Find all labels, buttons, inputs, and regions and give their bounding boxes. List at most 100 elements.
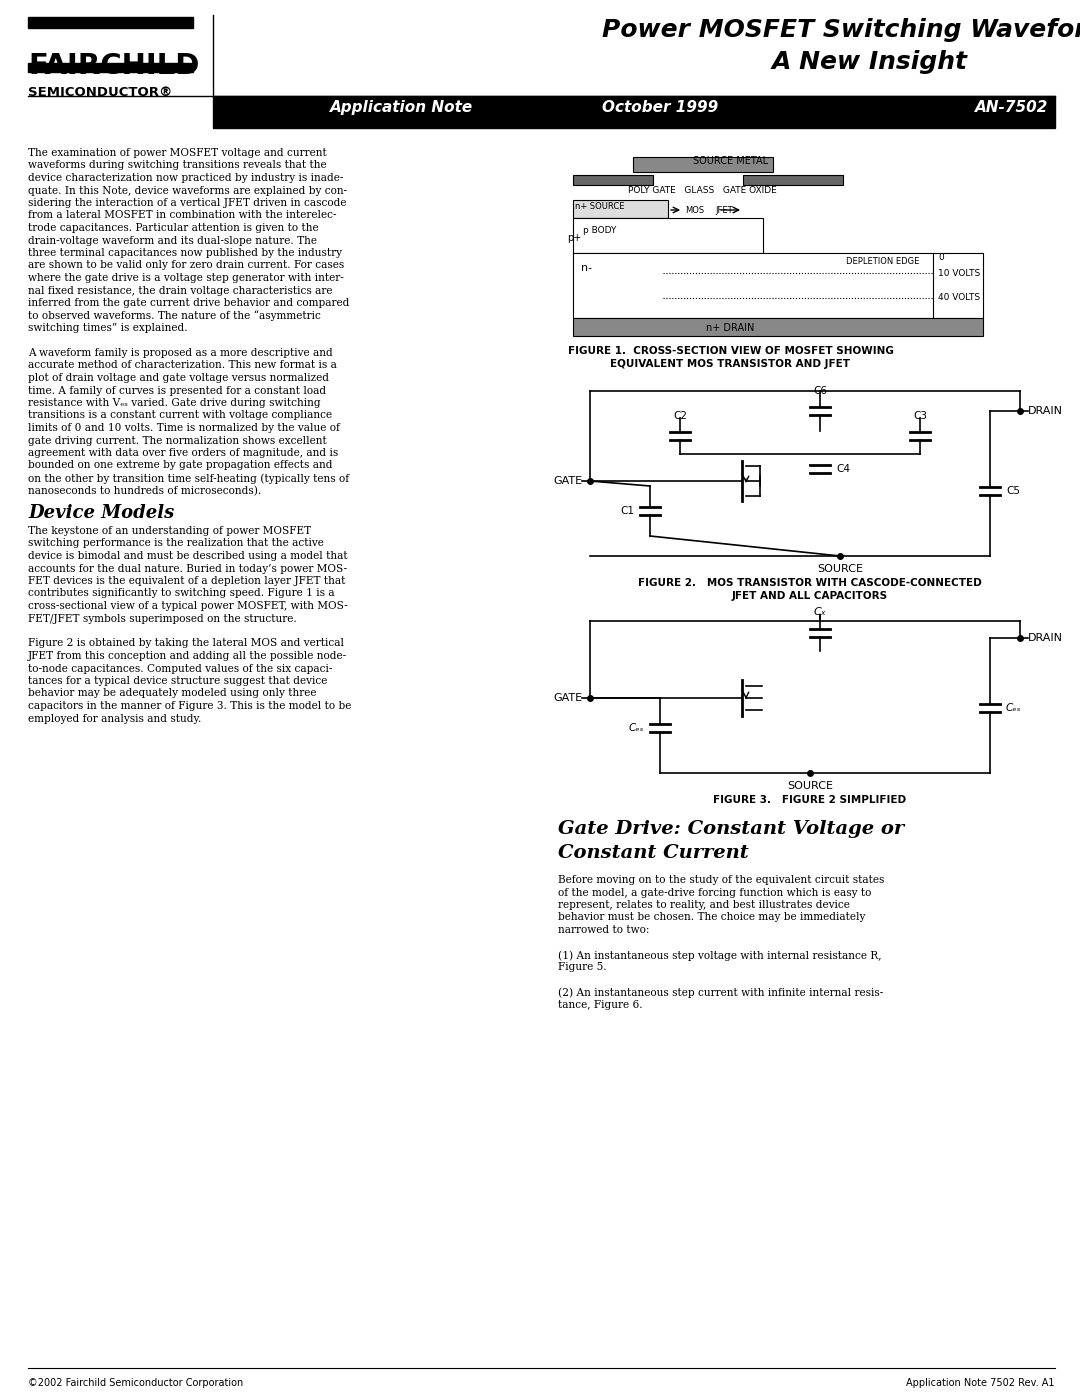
Text: waveforms during switching transitions reveals that the: waveforms during switching transitions r… [28, 161, 326, 170]
Text: 10 VOLTS: 10 VOLTS [939, 268, 981, 278]
Text: FAIRCHILD: FAIRCHILD [28, 52, 200, 80]
Bar [573, 319, 983, 337]
Text: Application Note 7502 Rev. A1: Application Note 7502 Rev. A1 [906, 1377, 1055, 1389]
Text: SEMICONDUCTOR®: SEMICONDUCTOR® [28, 87, 173, 99]
Text: GATE: GATE [553, 693, 582, 703]
Text: Device Models: Device Models [28, 504, 174, 522]
Text: behavior may be adequately modeled using only three: behavior may be adequately modeled using… [28, 689, 316, 698]
Text: gate driving current. The normalization shows excellent: gate driving current. The normalization … [28, 436, 327, 446]
Text: nanoseconds to hundreds of microseconds).: nanoseconds to hundreds of microseconds)… [28, 486, 261, 496]
Text: accounts for the dual nature. Buried in today’s power MOS-: accounts for the dual nature. Buried in … [28, 563, 347, 574]
Text: to-node capacitances. Computed values of the six capaci-: to-node capacitances. Computed values of… [28, 664, 333, 673]
Text: DRAIN: DRAIN [1028, 633, 1063, 643]
Text: FIGURE 2.   MOS TRANSISTOR WITH CASCODE-CONNECTED: FIGURE 2. MOS TRANSISTOR WITH CASCODE-CO… [638, 578, 982, 588]
Text: narrowed to two:: narrowed to two: [558, 925, 649, 935]
Text: Cₓ: Cₓ [813, 608, 826, 617]
Text: n+ DRAIN: n+ DRAIN [706, 323, 755, 332]
Text: accurate method of characterization. This new format is a: accurate method of characterization. Thi… [28, 360, 337, 370]
Text: device is bimodal and must be described using a model that: device is bimodal and must be described … [28, 550, 348, 562]
Text: C1: C1 [620, 506, 634, 515]
Bar [28, 63, 193, 73]
Text: Before moving on to the study of the equivalent circuit states: Before moving on to the study of the equ… [558, 875, 885, 886]
Text: where the gate drive is a voltage step generator with inter-: where the gate drive is a voltage step g… [28, 272, 343, 284]
Text: C3: C3 [913, 411, 927, 420]
Text: DRAIN: DRAIN [1028, 407, 1063, 416]
Text: cross-sectional view of a typical power MOSFET, with MOS-: cross-sectional view of a typical power … [28, 601, 348, 610]
Text: A New Insight: A New Insight [772, 50, 968, 74]
Text: time. A family of curves is presented for a constant load: time. A family of curves is presented fo… [28, 386, 326, 395]
Text: transitions is a constant current with voltage compliance: transitions is a constant current with v… [28, 411, 333, 420]
Text: FET/JFET symbols superimposed on the structure.: FET/JFET symbols superimposed on the str… [28, 613, 297, 623]
Text: from a lateral MOSFET in combination with the interelec-: from a lateral MOSFET in combination wit… [28, 211, 337, 221]
Text: Cₑₛ: Cₑₛ [1005, 703, 1022, 712]
Text: SOURCE: SOURCE [787, 781, 833, 791]
Text: C6: C6 [813, 386, 827, 395]
Text: plot of drain voltage and gate voltage versus normalized: plot of drain voltage and gate voltage v… [28, 373, 329, 383]
Bar [573, 218, 762, 253]
Text: The keystone of an understanding of power MOSFET: The keystone of an understanding of powe… [28, 527, 311, 536]
Text: employed for analysis and study.: employed for analysis and study. [28, 714, 201, 724]
Text: contributes significantly to switching speed. Figure 1 is a: contributes significantly to switching s… [28, 588, 335, 598]
Text: FET devices is the equivalent of a depletion layer JFET that: FET devices is the equivalent of a deple… [28, 576, 346, 585]
Text: Power MOSFET Switching Waveforms:: Power MOSFET Switching Waveforms: [603, 18, 1080, 42]
Bar [213, 96, 1055, 129]
Text: p+: p+ [567, 233, 581, 243]
Text: POLY GATE   GLASS   GATE OXIDE: POLY GATE GLASS GATE OXIDE [627, 186, 777, 196]
Text: C4: C4 [836, 464, 850, 474]
Text: Gate Drive: Constant Voltage or: Gate Drive: Constant Voltage or [558, 820, 904, 838]
Text: C5: C5 [1005, 486, 1020, 496]
Text: ©2002 Fairchild Semiconductor Corporation: ©2002 Fairchild Semiconductor Corporatio… [28, 1377, 243, 1389]
Text: to observed waveforms. The nature of the “asymmetric: to observed waveforms. The nature of the… [28, 310, 321, 321]
Text: MOS: MOS [685, 205, 704, 215]
Text: EQUIVALENT MOS TRANSISTOR AND JFET: EQUIVALENT MOS TRANSISTOR AND JFET [610, 359, 851, 369]
Text: 40 VOLTS: 40 VOLTS [939, 293, 981, 303]
Text: FIGURE 3.   FIGURE 2 SIMPLIFIED: FIGURE 3. FIGURE 2 SIMPLIFIED [714, 795, 906, 805]
Text: trode capacitances. Particular attention is given to the: trode capacitances. Particular attention… [28, 224, 319, 233]
Text: Application Note: Application Note [330, 101, 473, 115]
Text: Cₑₛ: Cₑₛ [629, 724, 644, 733]
Text: (2) An instantaneous step current with infinite internal resis-: (2) An instantaneous step current with i… [558, 988, 883, 997]
Text: on the other by transition time self-heating (typically tens of: on the other by transition time self-hea… [28, 474, 349, 483]
Text: three terminal capacitances now published by the industry: three terminal capacitances now publishe… [28, 249, 342, 258]
Bar [573, 200, 669, 218]
Text: quate. In this Note, device waveforms are explained by con-: quate. In this Note, device waveforms ar… [28, 186, 347, 196]
Text: tance, Figure 6.: tance, Figure 6. [558, 1000, 643, 1010]
Text: October 1999: October 1999 [602, 101, 718, 115]
Text: device characterization now practiced by industry is inade-: device characterization now practiced by… [28, 173, 343, 183]
Text: n+ SOURCE: n+ SOURCE [575, 203, 624, 211]
Text: of the model, a gate-drive forcing function which is easy to: of the model, a gate-drive forcing funct… [558, 887, 872, 897]
Bar [573, 175, 653, 184]
Text: FIGURE 1.  CROSS-SECTION VIEW OF MOSFET SHOWING: FIGURE 1. CROSS-SECTION VIEW OF MOSFET S… [568, 346, 893, 356]
Text: (1) An instantaneous step voltage with internal resistance R,: (1) An instantaneous step voltage with i… [558, 950, 881, 961]
Text: C2: C2 [673, 411, 687, 420]
Text: DEPLETION EDGE: DEPLETION EDGE [847, 257, 920, 265]
Text: capacitors in the manner of Figure 3. This is the model to be: capacitors in the manner of Figure 3. Th… [28, 701, 351, 711]
Text: nal fixed resistance, the drain voltage characteristics are: nal fixed resistance, the drain voltage … [28, 285, 333, 296]
Text: The examination of power MOSFET voltage and current: The examination of power MOSFET voltage … [28, 148, 327, 158]
Text: 0: 0 [939, 253, 944, 263]
Text: drain-voltage waveform and its dual-slope nature. The: drain-voltage waveform and its dual-slop… [28, 236, 318, 246]
Text: AN-7502: AN-7502 [974, 101, 1048, 115]
Text: SOURCE: SOURCE [816, 564, 863, 574]
Bar [28, 17, 193, 28]
Text: resistance with Vₑₛ varied. Gate drive during switching: resistance with Vₑₛ varied. Gate drive d… [28, 398, 321, 408]
Text: switching performance is the realization that the active: switching performance is the realization… [28, 538, 324, 549]
Text: Figure 5.: Figure 5. [558, 963, 607, 972]
Bar [633, 156, 773, 172]
Text: p BODY: p BODY [583, 226, 617, 235]
Text: A waveform family is proposed as a more descriptive and: A waveform family is proposed as a more … [28, 348, 333, 358]
Text: n-: n- [581, 263, 592, 272]
Text: GATE: GATE [553, 476, 582, 486]
Text: represent, relates to reality, and best illustrates device: represent, relates to reality, and best … [558, 900, 850, 909]
Text: bounded on one extreme by gate propagation effects and: bounded on one extreme by gate propagati… [28, 461, 333, 471]
Bar [743, 175, 843, 184]
Text: SOURCE METAL: SOURCE METAL [693, 156, 768, 166]
Text: limits of 0 and 10 volts. Time is normalized by the value of: limits of 0 and 10 volts. Time is normal… [28, 423, 340, 433]
Text: JFET: JFET [715, 205, 732, 215]
Text: tances for a typical device structure suggest that device: tances for a typical device structure su… [28, 676, 327, 686]
Text: Constant Current: Constant Current [558, 844, 748, 862]
Text: inferred from the gate current drive behavior and compared: inferred from the gate current drive beh… [28, 298, 349, 307]
Text: switching times” is explained.: switching times” is explained. [28, 323, 188, 332]
Text: JFET AND ALL CAPACITORS: JFET AND ALL CAPACITORS [732, 591, 888, 601]
Text: Figure 2 is obtained by taking the lateral MOS and vertical: Figure 2 is obtained by taking the later… [28, 638, 345, 648]
